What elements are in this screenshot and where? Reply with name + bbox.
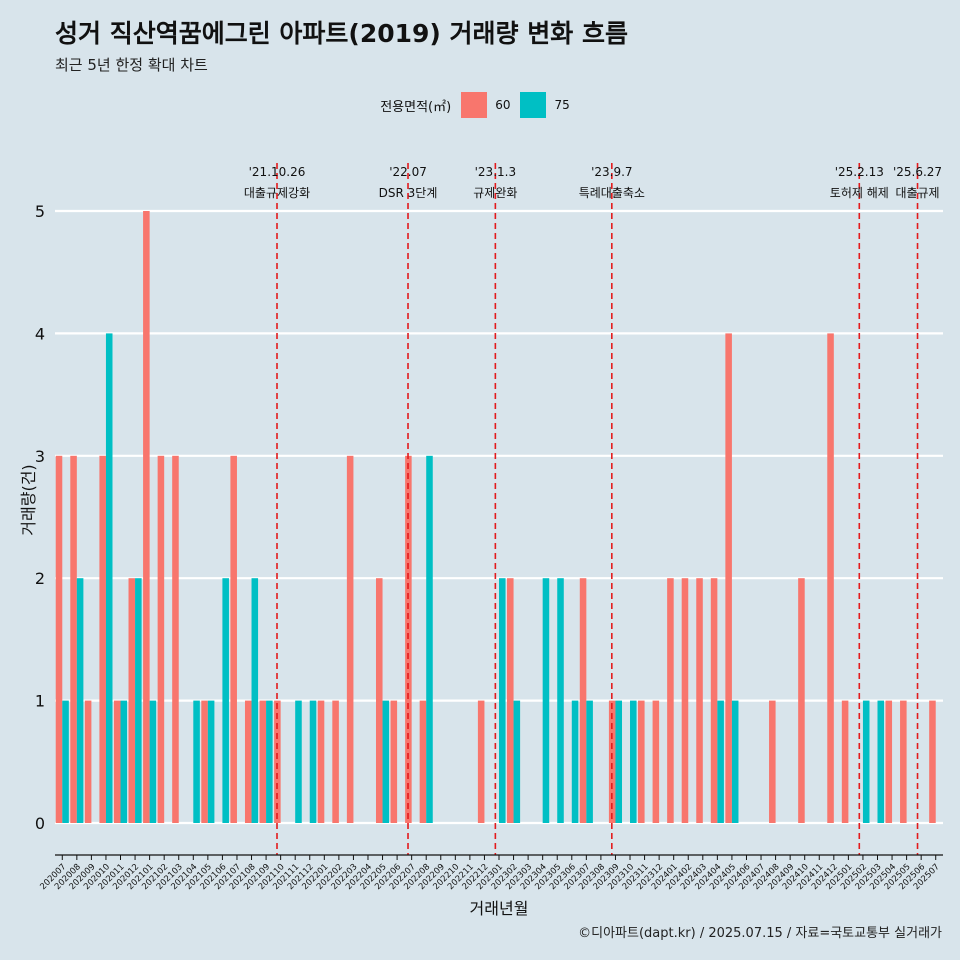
- bar-75-202106: [222, 578, 229, 823]
- bar-60-202404: [710, 578, 718, 823]
- bar-75-202007: [62, 700, 69, 823]
- bar-60-202105: [201, 700, 208, 823]
- event-date-2: '23.1.3: [475, 165, 516, 179]
- bar-75-202305: [557, 578, 564, 823]
- event-label-0: 대출규제강화: [244, 186, 310, 200]
- bar-60-202208: [419, 700, 427, 823]
- bar-60-202311: [638, 700, 645, 823]
- bar-60-202107: [230, 455, 237, 823]
- bar-60-202401: [667, 578, 674, 823]
- event-label-3: 특례대출축소: [579, 186, 645, 200]
- bar-75-202502: [862, 700, 870, 823]
- bar-75-202302: [513, 700, 521, 823]
- y-tick-label-0: 0: [35, 814, 45, 833]
- bar-60-202007: [55, 455, 63, 823]
- event-date-3: '23.9.7: [591, 165, 632, 179]
- legend: 전용면적(㎡) 60 75: [0, 92, 960, 118]
- legend-swatch-75: [520, 92, 547, 118]
- y-tick-label-2: 2: [35, 569, 45, 588]
- bar-60-202011: [113, 700, 121, 823]
- bar-60-202201: [317, 700, 325, 823]
- bar-60-202206: [390, 700, 398, 823]
- bar-60-202212: [477, 700, 485, 823]
- bar-60-202307: [579, 578, 587, 823]
- bar-75-202301: [499, 578, 506, 823]
- event-date-1: '22.07: [389, 165, 427, 179]
- event-label-4: 토허제 해제: [830, 186, 889, 200]
- bar-75-202307: [586, 700, 593, 823]
- bar-60-202412: [827, 333, 834, 823]
- bar-60-202504: [885, 700, 893, 823]
- bar-75-202111: [295, 700, 302, 823]
- bar-75-202012: [135, 578, 142, 823]
- bar-60-202109: [259, 700, 267, 823]
- chart-subtitle: 최근 5년 한정 확대 차트: [55, 56, 208, 74]
- caption: ©디아파트(dapt.kr) / 2025.07.15 / 자료=국토교통부 실…: [578, 926, 942, 941]
- event-label-1: DSR 3단계: [379, 186, 438, 200]
- bar-75-202309: [615, 700, 623, 823]
- bar-60-202501: [841, 700, 849, 823]
- bar-60-202403: [696, 578, 703, 823]
- bar-60-202312: [652, 700, 660, 823]
- bar-75-202008: [76, 578, 84, 823]
- bar-60-202202: [332, 700, 339, 823]
- event-label-5: 대출규제: [895, 186, 939, 200]
- legend-item-75: 75: [520, 92, 573, 118]
- bar-60-202408: [769, 700, 776, 823]
- bar-60-202402: [681, 578, 689, 823]
- bar-75-202109: [266, 700, 273, 823]
- bar-60-202009: [84, 700, 92, 823]
- y-tick-label-3: 3: [35, 447, 45, 466]
- bar-60-202102: [157, 455, 165, 823]
- bar-75-202404: [717, 700, 724, 823]
- bar-60-202207: [405, 455, 412, 823]
- bar-75-202011: [120, 700, 128, 823]
- bar-60-202205: [375, 578, 383, 823]
- bar-60-202505: [900, 700, 907, 823]
- bar-60-202302: [507, 578, 514, 823]
- bar-75-202405: [731, 700, 739, 823]
- bar-60-202012: [128, 578, 136, 823]
- event-date-5: '25.6.27: [893, 165, 942, 179]
- legend-title: 전용면적(㎡): [380, 99, 452, 115]
- legend-label-60: 60: [495, 98, 511, 112]
- legend-item-60: 60: [461, 92, 514, 118]
- event-date-4: '25.2.13: [835, 165, 884, 179]
- y-tick-label-5: 5: [35, 202, 45, 221]
- legend-label-75: 75: [554, 98, 570, 112]
- bar-60-202108: [244, 700, 252, 823]
- bar-75-202304: [542, 578, 550, 823]
- bar-60-202507: [929, 700, 936, 823]
- bar-75-202503: [877, 700, 885, 823]
- y-tick-label-1: 1: [35, 692, 45, 711]
- bar-60-202110: [274, 700, 281, 823]
- bar-75-202108: [251, 578, 259, 823]
- bar-75-202105: [207, 700, 215, 823]
- bar-75-202104: [193, 700, 200, 823]
- bar-75-202310: [630, 700, 637, 823]
- bar-60-202410: [798, 578, 805, 823]
- bar-75-202306: [571, 700, 579, 823]
- bar-60-202203: [346, 455, 354, 823]
- bar-60-202010: [99, 455, 106, 823]
- event-label-2: 규제완화: [473, 186, 517, 200]
- bar-75-202112: [309, 700, 317, 823]
- bar-60-202103: [172, 455, 179, 823]
- bar-60-202008: [70, 455, 77, 823]
- bar-75-202205: [382, 700, 390, 823]
- event-date-0: '21.10.26: [249, 165, 306, 179]
- y-tick-label-4: 4: [35, 324, 45, 343]
- y-axis-title: 거래량(건): [19, 464, 38, 535]
- bar-60-202101: [143, 211, 150, 823]
- bar-60-202405: [725, 333, 732, 823]
- bar-75-202101: [149, 700, 157, 823]
- bar-75-202208: [426, 455, 433, 823]
- x-axis-title: 거래년월: [470, 899, 529, 918]
- bar-75-202010: [105, 333, 113, 823]
- bar-60-202309: [608, 700, 616, 823]
- legend-swatch-60: [461, 92, 488, 118]
- chart-title: 성거 직산역꿈에그린 아파트(2019) 거래량 변화 흐름: [55, 19, 628, 48]
